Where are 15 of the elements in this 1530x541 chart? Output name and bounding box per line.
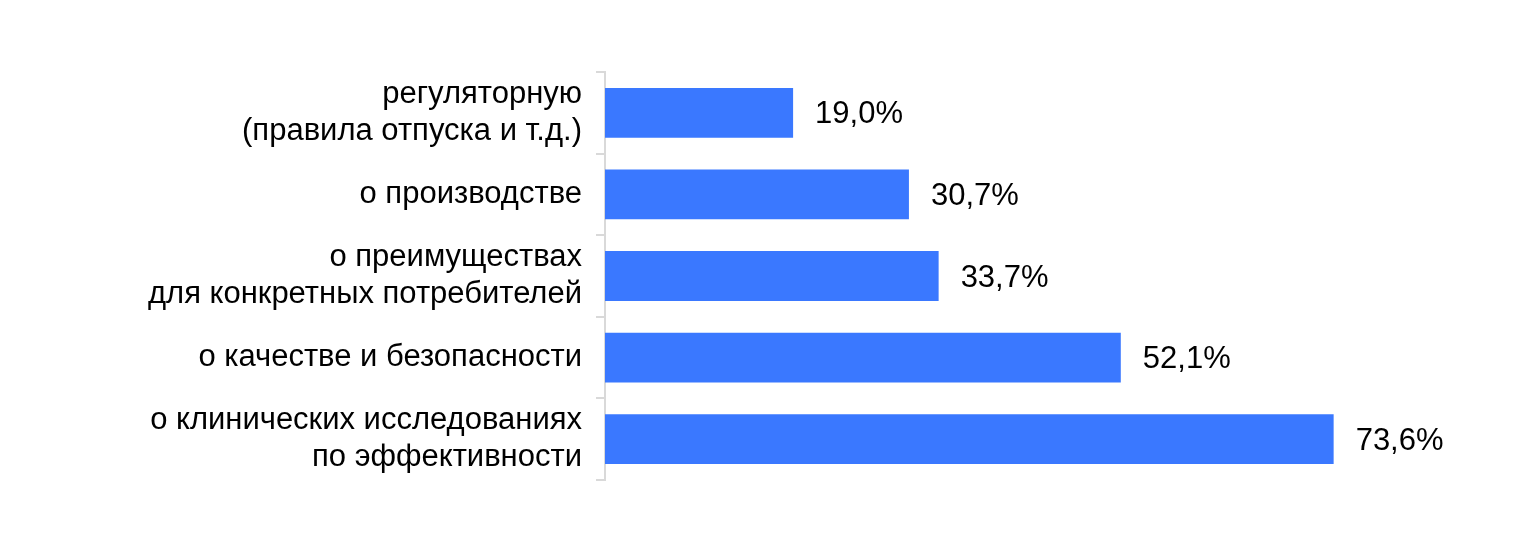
bar [605, 87, 794, 138]
bar [605, 414, 1334, 465]
y-tick-label: о производстве [359, 174, 582, 210]
y-tick-label: о преимуществах для конкретных потребителей [147, 237, 583, 311]
y-tick-label: о качестве и безопасности [198, 338, 582, 374]
bar [605, 169, 909, 220]
bar [605, 251, 939, 301]
y-tick-label: регуляторную (правила отпуска и т.д.) [242, 74, 582, 147]
data-label: 33,7% [960, 258, 1049, 294]
bar [605, 332, 1121, 383]
data-label: 19,0% [815, 95, 904, 131]
data-label: 73,6% [1355, 421, 1444, 457]
data-label: 52,1% [1142, 340, 1231, 376]
y-tick-label: о клинических исследованиях по эффективности [150, 401, 583, 474]
data-label: 30,7% [930, 176, 1019, 212]
